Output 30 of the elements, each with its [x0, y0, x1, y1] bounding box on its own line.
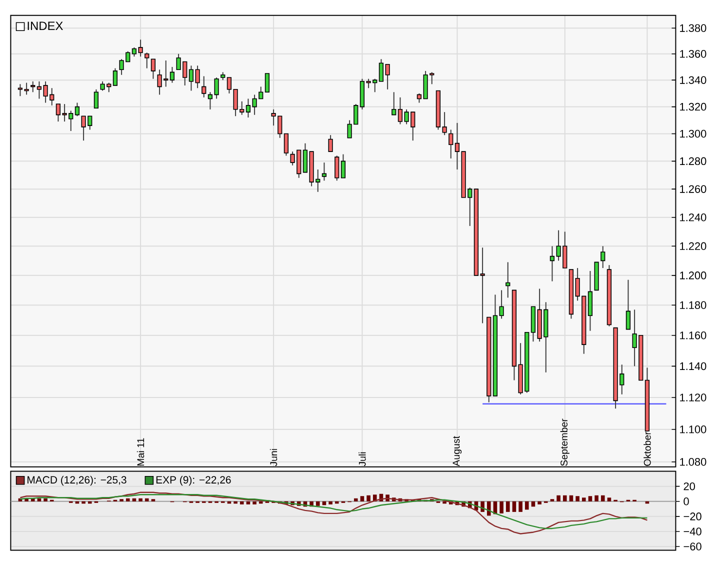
y-tick-label: 1.340	[680, 76, 706, 84]
x-tick-label: Juli	[358, 452, 366, 466]
x-tick-label: August	[452, 436, 462, 466]
y-tick-label: 20	[684, 482, 695, 490]
y-tick-label: −60	[684, 542, 702, 550]
y-tick-label: 1.380	[680, 24, 706, 32]
y-tick-label: −40	[684, 528, 702, 536]
legend-label: EXP (9): −22,26	[156, 476, 231, 486]
legend-label: INDEX	[28, 22, 63, 30]
y-tick-label: 1.100	[680, 426, 706, 434]
y-tick-label: 1.240	[680, 214, 706, 222]
y-tick-label: 1.180	[680, 301, 706, 310]
legend-label: MACD (12,26): −25,3	[28, 476, 126, 486]
y-tick-label: 1.120	[680, 394, 706, 402]
y-tick-label: 1.160	[680, 332, 706, 340]
x-tick-label: September	[560, 418, 570, 466]
y-tick-label: 1.200	[680, 272, 706, 280]
y-tick-label: 1.220	[680, 242, 706, 250]
y-tick-label: 1.140	[680, 362, 706, 370]
y-tick-label: −20	[684, 512, 702, 520]
x-tick-label: Juni	[270, 449, 278, 466]
y-tick-label: 1.260	[680, 185, 706, 193]
y-tick-label: 0	[684, 498, 689, 506]
x-tick-label: Mai 11	[136, 438, 144, 466]
y-tick-label: 1.360	[680, 50, 706, 58]
y-tick-label: 1.280	[680, 157, 706, 166]
y-tick-label: 1.320	[680, 102, 706, 111]
y-tick-label: 1.300	[680, 130, 706, 138]
y-tick-label: 1.080	[680, 458, 706, 466]
x-tick-label: Oktober	[644, 432, 651, 466]
